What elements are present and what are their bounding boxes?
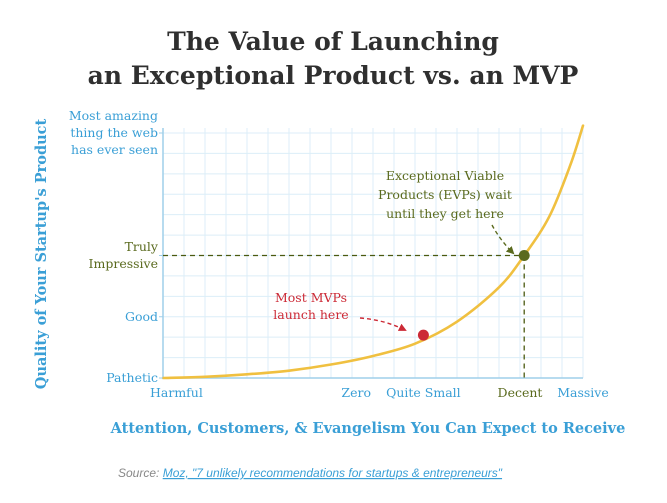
source-line: Source: Moz, "7 unlikely recommendations… [118,466,503,480]
x-tick-labels: Harmful Zero Quite Small Decent Massive [150,385,609,400]
chart-title-line-2: an Exceptional Product vs. an MVP [88,61,579,90]
x-tick-label: Harmful [150,385,203,400]
mvp-annotation-text: Most MVPs [275,290,347,305]
chart-title-line-1: The Value of Launching [167,27,499,56]
guide-lines [163,254,525,378]
x-axis-title: Attention, Customers, & Evangelism You C… [110,420,626,437]
x-tick-label: Decent [498,385,543,400]
y-tick-label: Good [125,309,158,324]
annotations: Most MVPs launch here Exceptional Viable Pr… [273,168,515,331]
x-tick-label: Massive [557,385,609,400]
evp-arrow [491,224,515,255]
y-tick-label: Truly [125,239,159,254]
y-tick-label: has ever seen [71,142,158,157]
source-prefix: Source: [118,466,163,480]
y-tick-label: thing the web [70,125,158,140]
data-points [417,250,530,341]
evp-annotation-text: Products (EVPs) wait [378,187,512,202]
y-axis-title: Quality of Your Startup's Product [33,119,50,390]
series-line [161,124,585,380]
y-tick-label: Impressive [89,256,158,271]
mvp-point [417,329,429,341]
evp-point [518,250,530,261]
source-link[interactable]: Moz, "7 unlikely recommendations for sta… [163,466,503,480]
axes [162,128,583,379]
x-tick-label: Zero [341,385,371,400]
grid [163,128,584,378]
y-tick-label: Pathetic [106,370,158,385]
curve [161,124,585,380]
evp-annotation-text: until they get here [386,206,504,221]
mvp-arrow [359,317,407,331]
evp-annotation-text: Exceptional Viable [386,168,504,183]
y-tick-label: Most amazing [69,108,158,123]
mvp-annotation-text: launch here [273,307,348,322]
x-tick-label: Quite Small [386,385,461,400]
y-tick-labels: Pathetic Good Truly Impressive Most amazing t… [69,108,163,385]
